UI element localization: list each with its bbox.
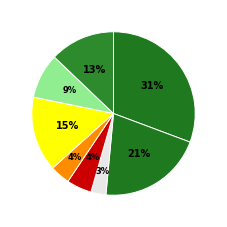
Text: 21%: 21% <box>127 149 150 159</box>
Text: 3%: 3% <box>96 167 110 176</box>
Wedge shape <box>68 114 114 192</box>
Wedge shape <box>33 57 114 114</box>
Wedge shape <box>54 32 114 114</box>
Text: 4%: 4% <box>68 153 82 162</box>
Text: 31%: 31% <box>141 81 164 91</box>
Wedge shape <box>114 32 195 142</box>
Wedge shape <box>106 114 190 195</box>
Text: 13%: 13% <box>83 65 106 75</box>
Wedge shape <box>53 114 114 181</box>
Text: 9%: 9% <box>63 86 77 95</box>
Wedge shape <box>91 114 114 195</box>
Text: 15%: 15% <box>56 121 79 131</box>
Text: 4%: 4% <box>86 153 100 163</box>
Wedge shape <box>32 97 114 168</box>
